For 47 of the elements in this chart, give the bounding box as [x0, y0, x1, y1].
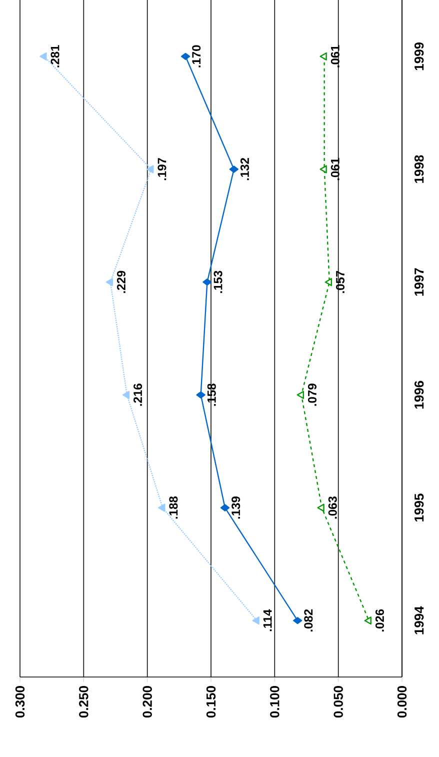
data-label: .063 [328, 496, 337, 519]
point [252, 616, 260, 625]
point [220, 504, 230, 512]
y-tick-label: 1994 [414, 606, 424, 634]
point [196, 391, 206, 399]
data-label: .229 [116, 270, 126, 293]
point [317, 504, 324, 512]
data-label: .079 [308, 384, 316, 406]
data-label: .216 [134, 384, 142, 406]
x-tick-label: 0.200 [142, 686, 152, 718]
point [180, 52, 190, 60]
y-tick-label: 1998 [414, 155, 424, 183]
data-label: .188 [169, 496, 178, 519]
x-tick-label: 0.100 [270, 686, 280, 718]
point [106, 278, 113, 286]
data-label: .197 [158, 158, 166, 180]
data-label: .114 [263, 609, 272, 632]
y-tick-label: 1995 [414, 494, 424, 522]
data-label: .158 [207, 384, 216, 406]
point [324, 278, 332, 286]
point [229, 166, 238, 173]
x-tick-label: 0.150 [206, 686, 216, 718]
y-tick-label: 1996 [414, 380, 424, 409]
y-tick-label: 1999 [414, 42, 424, 70]
point [146, 165, 154, 174]
point [293, 616, 302, 624]
point [122, 390, 130, 399]
point [320, 52, 327, 60]
point [364, 616, 372, 625]
data-label: .057 [336, 270, 344, 293]
point [158, 504, 166, 512]
point [40, 52, 47, 60]
data-label: .170 [192, 45, 201, 68]
point [202, 278, 212, 286]
x-tick-label: 0.250 [79, 686, 88, 718]
data-label: .082 [304, 609, 313, 632]
data-label: .132 [240, 158, 250, 180]
data-label: .281 [50, 45, 60, 68]
point [296, 390, 304, 399]
x-tick-label: 0.300 [15, 686, 25, 718]
point [320, 165, 327, 174]
data-label: .153 [214, 270, 222, 293]
data-label: .026 [375, 609, 384, 632]
x-tick-label: 0.050 [334, 686, 343, 718]
x-tick-label: 0.000 [397, 686, 407, 718]
y-tick-label: 1997 [414, 268, 424, 296]
data-label: .139 [232, 496, 240, 519]
